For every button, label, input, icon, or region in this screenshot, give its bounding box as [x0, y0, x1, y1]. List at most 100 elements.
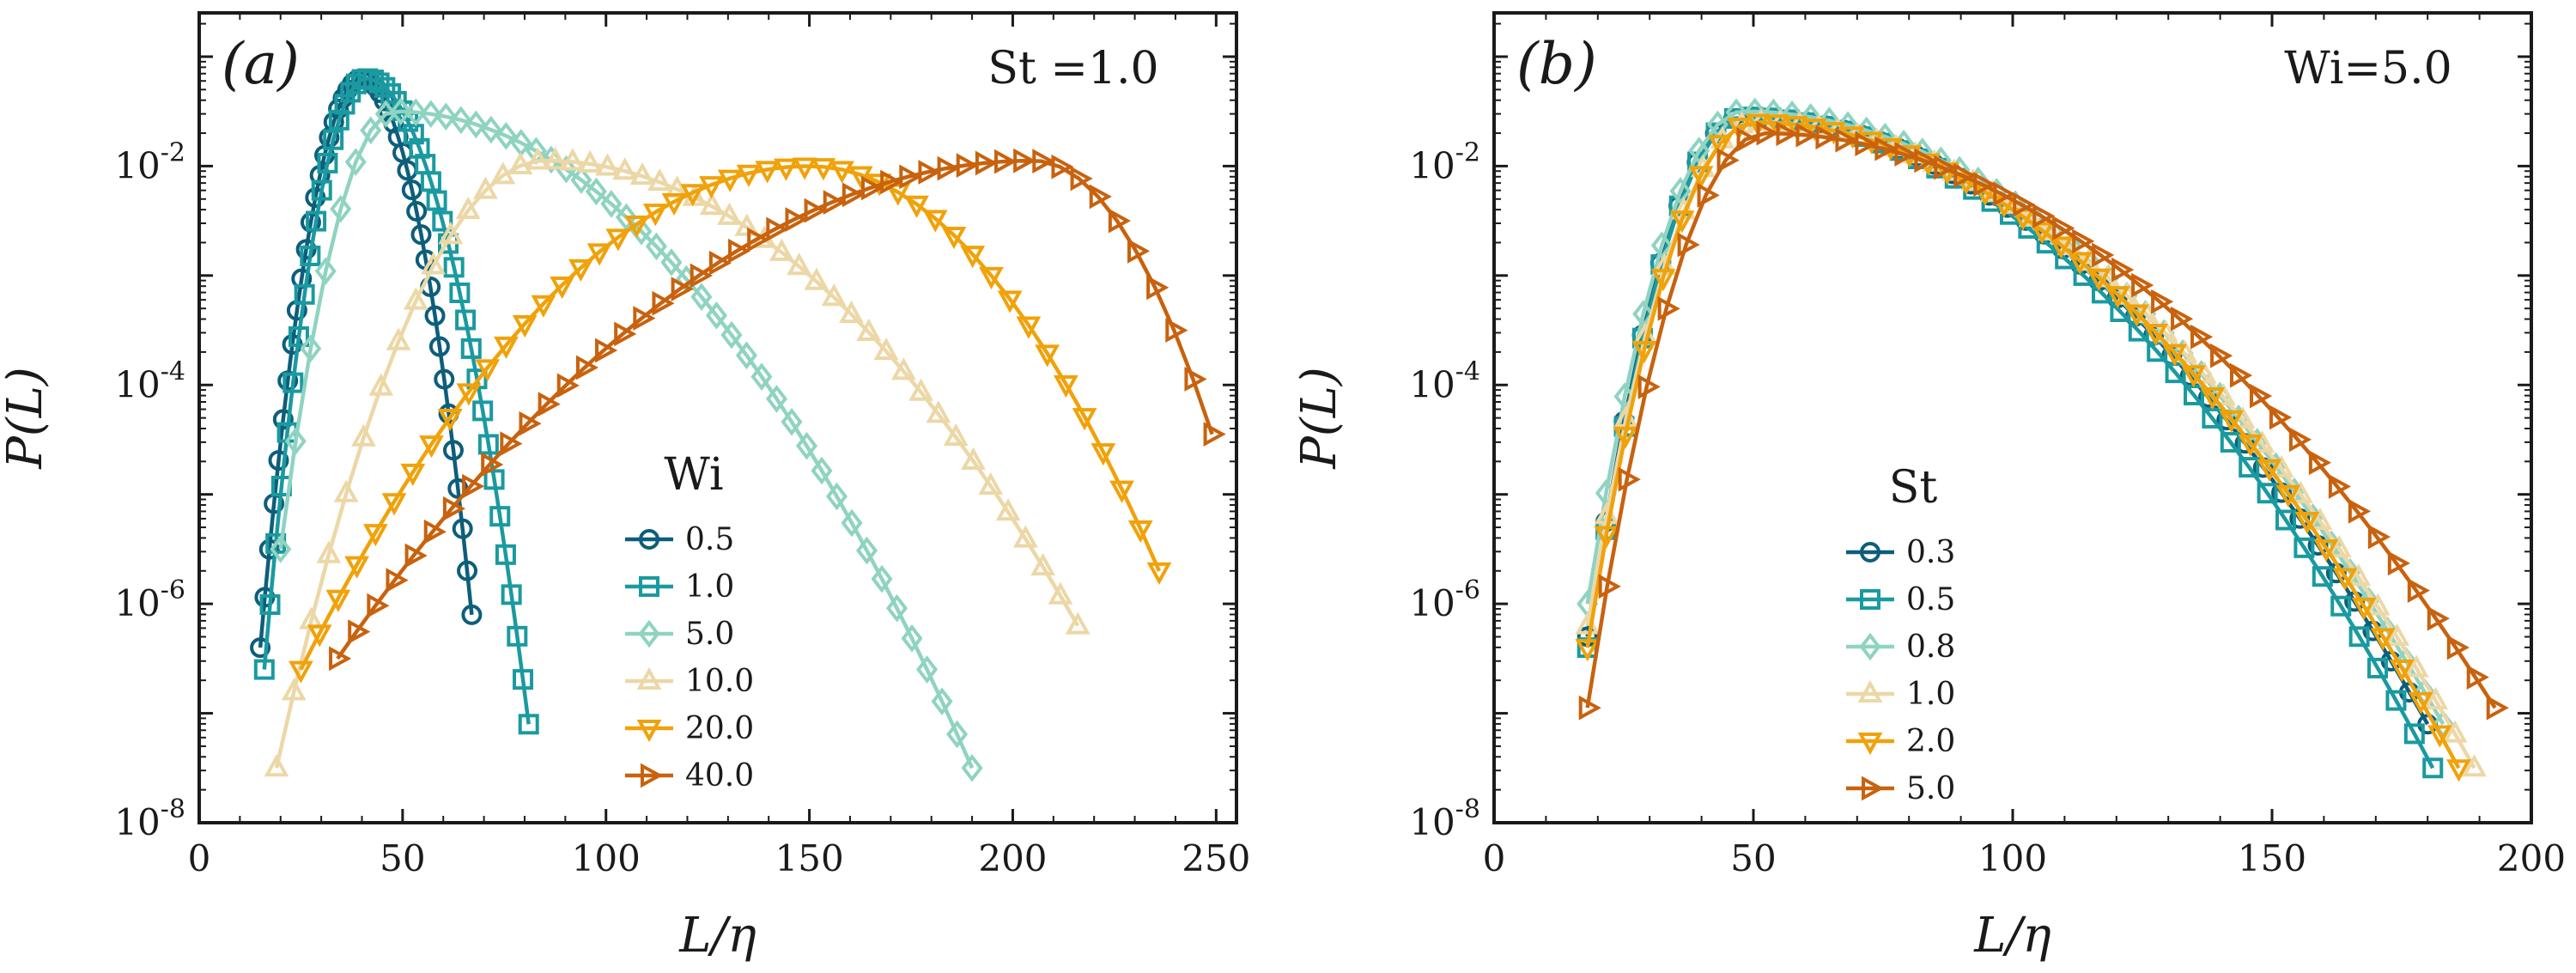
x-tick-label: 150 [775, 837, 844, 879]
data-point [404, 98, 427, 127]
y-tick-label: 10-8 [1409, 794, 1480, 843]
data-point [2275, 484, 2301, 508]
legend-title: St [1889, 462, 1938, 514]
data-point [2346, 563, 2372, 587]
parameter-annotation: Wi=5.0 [2284, 43, 2451, 94]
data-point [946, 720, 969, 749]
data-point [931, 687, 953, 716]
data-point [680, 184, 706, 207]
data-point [568, 258, 593, 283]
data-point [538, 392, 561, 417]
data-point [2092, 242, 2115, 268]
x-tick-label: 0 [188, 837, 211, 879]
data-point [277, 370, 299, 392]
data-point [323, 129, 344, 150]
data-point [570, 166, 592, 194]
data-point [795, 431, 818, 460]
legend-item: 10.0 [625, 664, 754, 699]
legend-item: 5.0 [1846, 771, 1955, 806]
data-point [1632, 300, 1655, 328]
data-point [785, 207, 808, 233]
data-point [2370, 628, 2396, 651]
data-point [289, 660, 313, 684]
legend-marker [1860, 542, 1880, 563]
data-point [258, 538, 280, 560]
legend-marker [1857, 679, 1883, 702]
data-point [717, 169, 743, 192]
data-point [560, 148, 586, 171]
data-point [2200, 386, 2226, 410]
data-point [2029, 222, 2055, 245]
data-point [477, 434, 499, 455]
data-point [2312, 566, 2333, 587]
data-point [2288, 427, 2312, 453]
data-point [2111, 257, 2135, 283]
legend-item: 0.5 [1846, 582, 1955, 617]
data-point [937, 155, 960, 181]
data-point [995, 498, 1021, 521]
data-point [2403, 723, 2425, 745]
data-point [941, 226, 967, 250]
data-point [404, 543, 428, 569]
legend-marker [1860, 589, 1880, 610]
data-point [2446, 759, 2471, 782]
data-point [490, 161, 516, 185]
panel-a: 0 50 100 150 200 25010-810-610-410-2L/ηP(L)(a… [0, 11, 1250, 964]
data-point [1697, 183, 1720, 208]
data-point [406, 201, 428, 222]
y-tick-exponent: -8 [1455, 794, 1480, 824]
data-point [2210, 343, 2233, 368]
data-point [1108, 208, 1132, 234]
series-1.0 [253, 68, 539, 735]
x-tick-label: 200 [978, 837, 1047, 879]
data-point [284, 427, 307, 456]
data-point [381, 493, 407, 516]
data-point [1578, 695, 1601, 721]
data-point [368, 72, 390, 94]
data-point [839, 300, 864, 324]
data-point [311, 179, 332, 201]
legend-label: 1.0 [1906, 677, 1955, 712]
data-point [1013, 148, 1036, 173]
data-point [2427, 725, 2452, 748]
y-tick-exponent: -8 [161, 794, 185, 824]
y-tick-exponent: -2 [161, 137, 185, 167]
data-point [420, 171, 441, 192]
data-point [531, 295, 556, 318]
data-point [457, 560, 478, 581]
data-point [1835, 127, 1858, 153]
data-point [918, 160, 941, 185]
data-point [344, 148, 367, 176]
data-point [629, 161, 655, 185]
data-point [690, 263, 713, 289]
y-tick-label: 10-6 [1409, 575, 1480, 624]
series-group [1575, 97, 2509, 782]
y-tick-base: 10 [1409, 582, 1455, 624]
data-point [2052, 216, 2075, 241]
data-point [483, 469, 505, 490]
legend-item: 5.0 [625, 617, 734, 652]
data-point [1874, 136, 1898, 161]
x-tick-label: 200 [2497, 837, 2566, 879]
data-point [507, 151, 533, 174]
data-point [2151, 289, 2174, 314]
data-point [1688, 137, 1710, 165]
data-point [1650, 231, 1673, 260]
data-point [1631, 340, 1657, 364]
data-point [690, 283, 713, 311]
parameter-annotation: St =1.0 [987, 43, 1158, 94]
data-point [750, 362, 773, 391]
data-point [769, 238, 794, 261]
legend-item: 20.0 [625, 711, 754, 746]
data-point [1146, 275, 1170, 301]
data-point [975, 150, 999, 176]
data-point [1127, 239, 1151, 264]
data-point [424, 305, 446, 326]
data-point [1032, 149, 1055, 174]
data-point [994, 149, 1018, 174]
data-point [904, 195, 929, 218]
data-point [661, 192, 687, 216]
data-point [1669, 177, 1692, 205]
data-point [804, 198, 827, 223]
